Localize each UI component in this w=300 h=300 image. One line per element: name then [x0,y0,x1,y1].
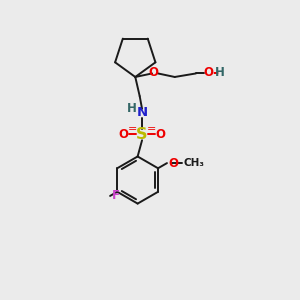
Text: CH₃: CH₃ [183,158,204,168]
Text: N: N [136,106,148,119]
Text: -: - [212,65,218,80]
Text: O: O [148,66,158,79]
Text: O: O [155,128,165,141]
Text: =: = [128,124,137,134]
Text: O: O [119,128,129,141]
Text: O: O [203,66,213,79]
Text: F: F [112,189,120,203]
Text: H: H [215,66,225,79]
Text: S: S [136,127,148,142]
Text: H: H [127,102,137,115]
Text: =: = [147,124,156,134]
Text: O: O [168,157,178,169]
